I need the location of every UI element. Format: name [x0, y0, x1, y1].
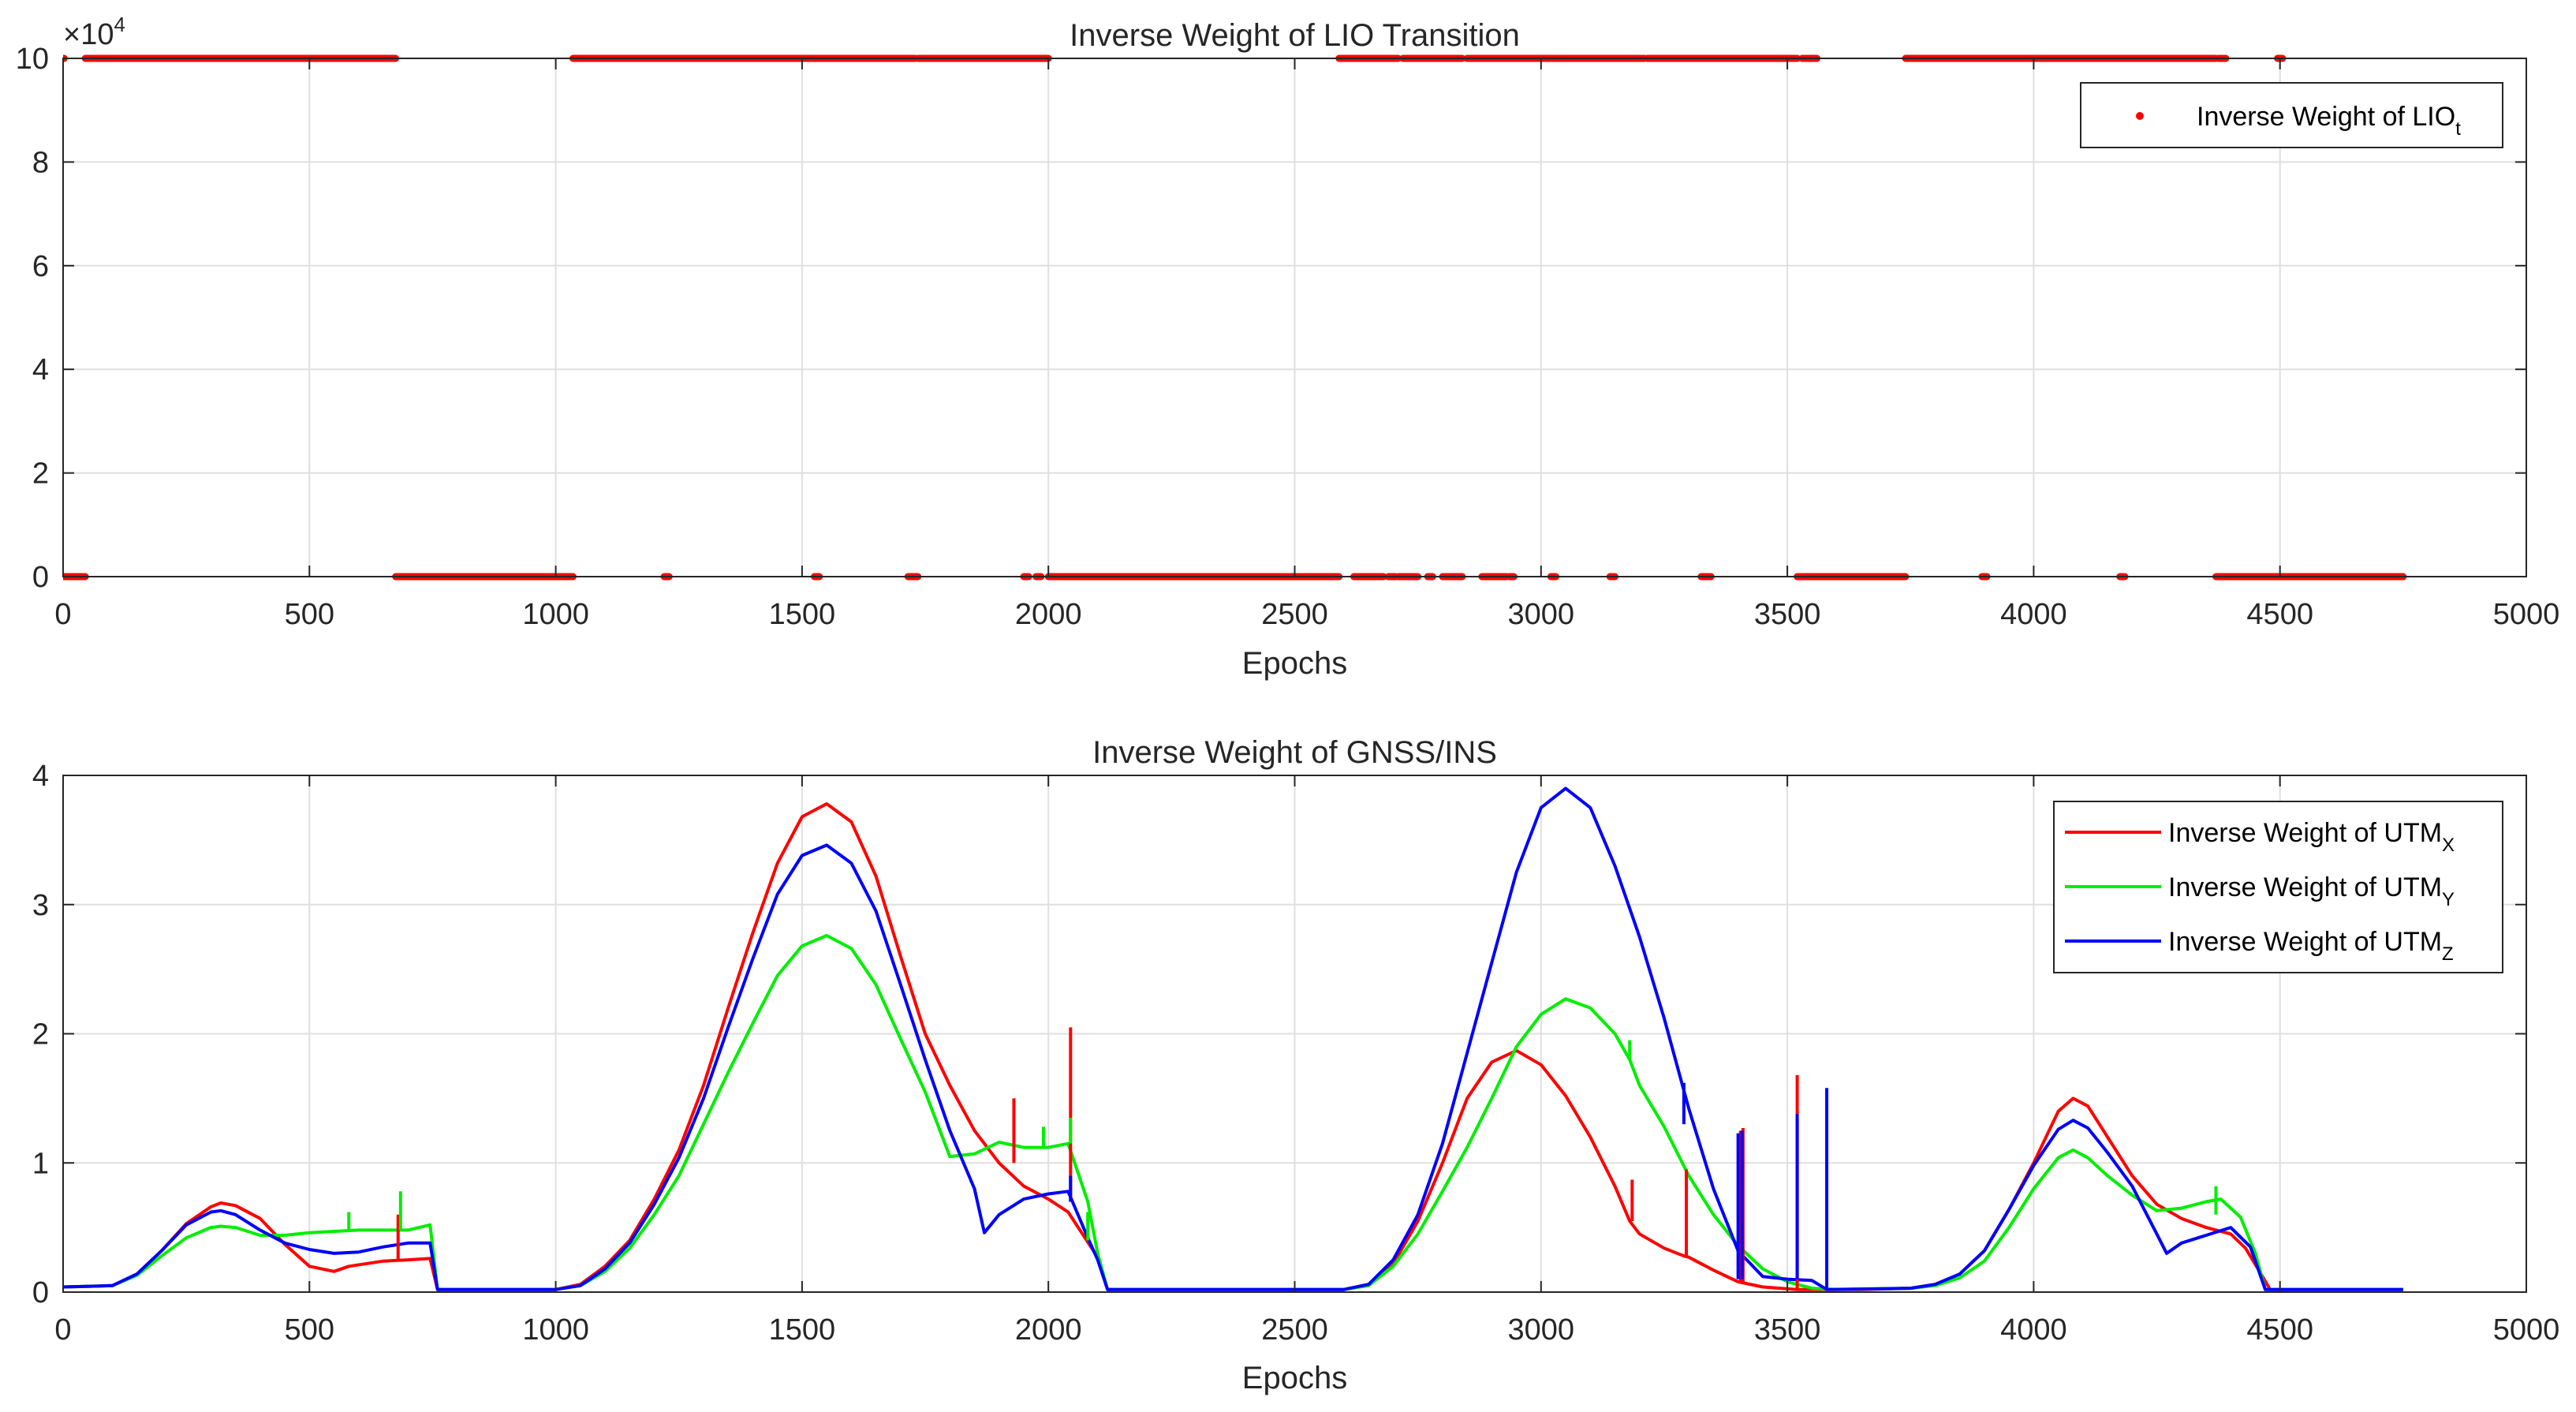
x-tick-label: 4500 — [2246, 598, 2313, 631]
y-tick-label: 4 — [32, 760, 49, 793]
lio-transition-chart: 0 500 1000 1500 2000 2500 3000 3500 4000 4500 5000… — [16, 13, 2560, 681]
x-tick-label: 5000 — [2493, 1313, 2560, 1347]
y-tick-label: 0 — [32, 1276, 49, 1309]
y-tick-label: 8 — [32, 146, 49, 179]
x-tick-label: 500 — [285, 1313, 334, 1347]
chart-title: Inverse Weight of GNSS/INS — [1092, 735, 1497, 770]
x-tick-label: 1500 — [769, 598, 836, 631]
y-tick-label: 1 — [32, 1147, 49, 1180]
y-tick-label: 0 — [32, 561, 49, 594]
y-tick-label: 6 — [32, 250, 49, 283]
legend-box — [2080, 82, 2503, 148]
x-tick-label: 3500 — [1754, 598, 1821, 631]
legend-entry-label: Inverse Weight of UTMY — [2168, 872, 2455, 910]
y-tick-label: 4 — [32, 353, 49, 387]
y-tick-label: 2 — [32, 458, 49, 491]
x-tick-label: 3000 — [1508, 1313, 1575, 1347]
data-layer — [63, 786, 2403, 1291]
x-tick-label: 500 — [285, 598, 334, 631]
x-axis-label: Epochs — [1242, 646, 1347, 681]
x-tick-label: 3000 — [1508, 598, 1575, 631]
y-tick-label: 10 — [16, 43, 49, 76]
chart-title: Inverse Weight of LIO Transition — [1070, 18, 1520, 53]
legend-entry-label: Inverse Weight of UTMX — [2168, 818, 2455, 856]
legend-marker — [2136, 112, 2144, 120]
x-tick-label: 2500 — [1261, 1313, 1328, 1347]
x-tick-label: 2000 — [1015, 1313, 1082, 1347]
x-tick-label: 4000 — [2000, 1313, 2067, 1347]
x-axis-label: Epochs — [1242, 1361, 1347, 1395]
y-exponent-label: ×104 — [63, 13, 125, 51]
x-tick-label: 2500 — [1261, 598, 1328, 631]
legend: Inverse Weight of LIOt — [2080, 82, 2503, 148]
x-tick-label: 4000 — [2000, 598, 2067, 631]
gnss-ins-chart: 0 500 1000 1500 2000 2500 3000 3500 4000 4500 5000… — [32, 735, 2559, 1395]
x-tick-label: 2000 — [1015, 598, 1082, 631]
x-tick-label: 0 — [54, 1313, 71, 1347]
legend-entry-label: Inverse Weight of LIOt — [2197, 102, 2461, 140]
x-tick-label: 1000 — [522, 598, 589, 631]
series-line-utm-z — [63, 786, 2403, 1291]
y-tick-label: 2 — [32, 1018, 49, 1052]
legend: Inverse Weight of UTMX Inverse Weight of … — [2053, 801, 2503, 973]
legend-entry-label: Inverse Weight of UTMZ — [2168, 927, 2454, 965]
x-tick-label: 5000 — [2493, 598, 2560, 631]
x-tick-label: 1000 — [522, 1313, 589, 1347]
x-tick-label: 1500 — [769, 1313, 836, 1347]
x-tick-label: 4500 — [2246, 1313, 2313, 1347]
x-tick-label: 3500 — [1754, 1313, 1821, 1347]
y-tick-label: 3 — [32, 889, 49, 922]
x-tick-label: 0 — [54, 598, 71, 631]
